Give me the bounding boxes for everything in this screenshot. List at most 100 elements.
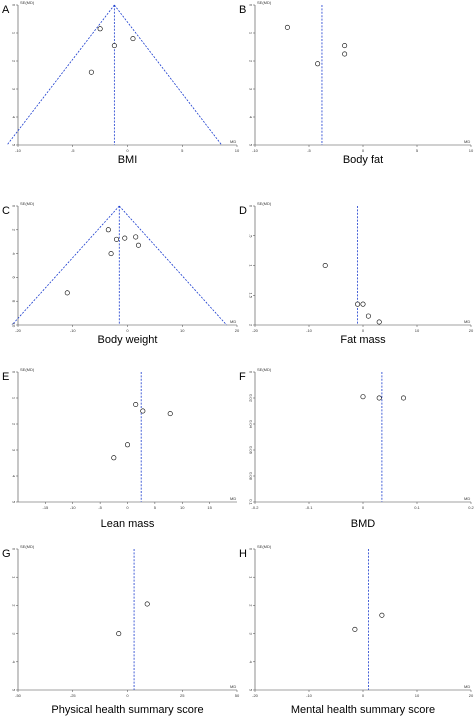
panel-e: E SE(MD) MD 0 1 2 3 4 5 -15 -10 -5 0 5 10 15 Lean mass: [2, 367, 237, 530]
y-tick-label: 0: [249, 205, 254, 208]
study-point: [111, 455, 117, 461]
x-tick-label: -20: [252, 693, 259, 698]
panel-letter: A: [2, 4, 10, 16]
study-point: [144, 601, 150, 607]
x-tick-label: 10: [415, 328, 420, 333]
x-axis-label: MD: [230, 496, 236, 501]
y-tick-label: 4: [12, 475, 17, 478]
y-tick-label: 4: [12, 661, 17, 664]
y-axis-label: SE(MD): [20, 0, 35, 5]
panel-letter: B: [239, 4, 246, 16]
study-point: [108, 251, 114, 257]
study-point: [167, 411, 173, 417]
x-tick-label: 20: [235, 328, 240, 333]
study-point: [322, 262, 328, 268]
x-tick-label: 0: [126, 693, 129, 698]
study-point: [105, 227, 111, 233]
y-tick-label: 0: [249, 371, 254, 374]
x-tick-label: 0.1: [414, 505, 420, 510]
x-tick-label: 0: [362, 505, 365, 510]
x-tick-label: 5: [416, 148, 419, 153]
study-point: [135, 242, 141, 248]
x-tick-label: 10: [469, 148, 474, 153]
x-tick-label: 10: [180, 505, 185, 510]
y-axis-label: SE(MD): [257, 367, 272, 372]
x-tick-label: 5: [154, 505, 157, 510]
y-tick-label: 4: [12, 252, 17, 255]
panel-caption: Body fat: [343, 154, 383, 166]
panel-d: D SE(MD) MD 0 .5 1 1.5 2-20 -10 0 10 20 Fat mass: [239, 201, 474, 346]
x-tick-label: -10: [252, 148, 259, 153]
study-point: [365, 313, 371, 319]
y-tick-label: 5: [249, 689, 254, 692]
x-tick-label: -20: [252, 328, 259, 333]
y-tick-label: 0.08: [249, 472, 254, 481]
study-point: [122, 235, 128, 241]
x-tick-label: 0: [126, 505, 129, 510]
x-tick-label: 20: [469, 693, 474, 698]
x-tick-label: -0.1: [306, 505, 314, 510]
y-tick-label: 10: [12, 323, 17, 328]
funnel-left-line: [6, 4, 115, 146]
x-tick-label: -5: [71, 148, 75, 153]
panel-g: G SE(MD) MD 0 1 2 3 4 5-50 -25 0 25 50 Physical healt…: [2, 544, 240, 716]
x-tick-label: 15: [207, 505, 212, 510]
y-tick-label: 3: [249, 88, 254, 91]
study-point: [116, 631, 122, 637]
x-tick-label: 10: [415, 693, 420, 698]
y-tick-label: 0: [12, 548, 17, 551]
study-point: [360, 301, 366, 307]
study-point: [133, 401, 139, 407]
x-tick-label: -10: [306, 328, 313, 333]
y-tick-label: 0.02: [249, 394, 254, 403]
panel-letter: G: [2, 548, 11, 560]
x-tick-label: -50: [15, 693, 22, 698]
y-tick-label: 1: [249, 32, 254, 35]
study-point: [130, 36, 136, 42]
panel-letter: F: [239, 371, 246, 383]
y-axis-label: SE(MD): [257, 201, 272, 206]
x-tick-label: -5: [307, 148, 311, 153]
y-tick-label: 4: [12, 116, 17, 119]
y-tick-label: 5: [12, 689, 17, 692]
y-tick-label: 1: [12, 576, 17, 579]
x-axis-label: MD: [230, 139, 236, 144]
panel-caption: Body weight: [98, 334, 158, 346]
y-tick-label: 2: [249, 604, 254, 607]
x-tick-label: -0.2: [252, 505, 260, 510]
study-point: [140, 408, 146, 414]
study-point: [64, 290, 70, 296]
y-tick-label: 0: [249, 548, 254, 551]
study-point: [111, 43, 117, 49]
panel-letter: E: [2, 371, 9, 383]
study-point: [376, 319, 382, 325]
y-tick-label: 2: [12, 604, 17, 607]
x-tick-label: 50: [235, 693, 240, 698]
study-point: [352, 626, 358, 632]
x-tick-label: -10: [306, 693, 313, 698]
x-tick-label: 5: [181, 148, 184, 153]
panel-caption: BMD: [351, 518, 376, 530]
y-axis-label: SE(MD): [20, 544, 35, 549]
study-point: [342, 43, 348, 49]
y-tick-label: 0: [12, 371, 17, 374]
study-point: [125, 442, 131, 448]
y-tick-label: 3: [12, 632, 17, 635]
x-tick-label: 25: [180, 693, 185, 698]
x-tick-label: -25: [70, 693, 77, 698]
y-tick-label: 4: [249, 661, 254, 664]
x-tick-label: 0: [126, 148, 129, 153]
study-point: [376, 395, 382, 401]
x-axis-label: MD: [464, 496, 470, 501]
x-tick-label: -20: [15, 328, 22, 333]
x-tick-label: -10: [70, 505, 77, 510]
y-tick-label: 2: [12, 423, 17, 426]
y-tick-label: 0.1: [249, 499, 254, 505]
y-axis-label: SE(MD): [257, 544, 272, 549]
y-tick-label: 2: [249, 60, 254, 63]
x-tick-label: 0: [126, 328, 129, 333]
y-axis-label: SE(MD): [257, 0, 272, 5]
panel-caption: Mental health summary score: [291, 704, 435, 716]
panel-letter: D: [239, 205, 247, 217]
